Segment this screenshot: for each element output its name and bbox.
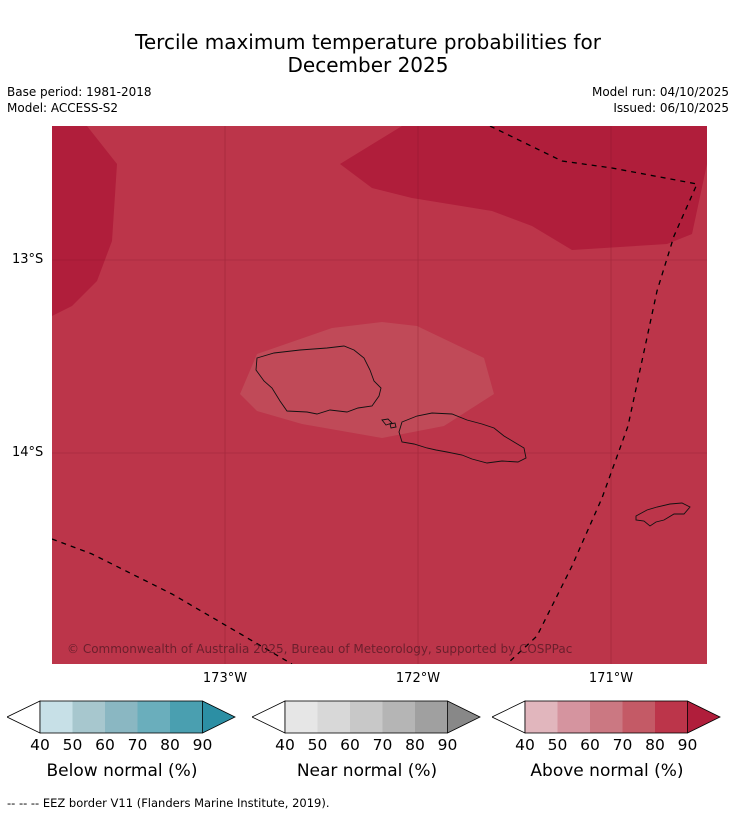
colorbar-swatch xyxy=(105,701,138,733)
colorbar-frame-tip xyxy=(202,700,236,734)
graticule xyxy=(52,126,707,664)
eez-borders xyxy=(52,126,698,664)
colorbar-swatch xyxy=(40,701,73,733)
legend-tick: 50 xyxy=(62,736,83,754)
eez-border-southwest xyxy=(52,538,293,664)
copyright-notice: © Commonwealth of Australia 2025, Bureau… xyxy=(67,642,573,656)
colorbar-lower-extension xyxy=(252,700,286,734)
legend-tick: 90 xyxy=(192,736,213,754)
islet-apolima xyxy=(381,418,393,426)
meta-right: Model run: 04/10/2025 Issued: 06/10/2025 xyxy=(592,84,729,116)
legend-tick: 60 xyxy=(580,736,600,754)
legend-title-above: Above normal (%) xyxy=(530,761,684,781)
model-name: Model: ACCESS-S2 xyxy=(7,101,119,115)
legend-tick: 40 xyxy=(30,736,50,754)
high-probability-zone-west xyxy=(52,126,117,316)
legend-tick: 80 xyxy=(645,736,665,754)
legend-tick: 80 xyxy=(160,736,180,754)
colorbar-upper-extension xyxy=(687,701,720,733)
map-panel xyxy=(52,126,707,664)
lat-label-13s: 13°S xyxy=(12,252,44,267)
colorbar-swatch xyxy=(72,701,105,733)
lower-probability-zone xyxy=(240,322,494,438)
colorbar-frame-tip xyxy=(447,700,481,734)
colorbar-swatch xyxy=(170,701,203,733)
colorbar-near-normal xyxy=(252,700,481,734)
colorbar-swatch xyxy=(590,701,623,733)
eez-footnote: -- -- -- EEZ border V11 (Flanders Marine… xyxy=(7,796,330,810)
legend-title-near: Near normal (%) xyxy=(296,761,438,781)
legend-tick: 40 xyxy=(275,736,295,754)
colorbar-lower-extension xyxy=(7,700,41,734)
legend-tick: 90 xyxy=(437,736,458,754)
legend-below-normal xyxy=(7,700,237,734)
island-outlines xyxy=(255,345,691,527)
legend-tick: 40 xyxy=(515,736,535,754)
issued-date: Issued: 06/10/2025 xyxy=(613,101,729,115)
colorbar-swatch xyxy=(622,701,655,733)
title-line-1: Tercile maximum temperature probabilitie… xyxy=(135,30,601,54)
colorbar-upper-extension xyxy=(447,701,480,733)
legend-tick: 60 xyxy=(95,736,115,754)
colorbar-swatch xyxy=(415,701,448,733)
model-run: Model run: 04/10/2025 xyxy=(591,85,729,99)
colorbar-swatch xyxy=(137,701,170,733)
island-upolu xyxy=(398,412,527,464)
legend-tick: 80 xyxy=(405,736,425,754)
colorbar-swatch xyxy=(525,701,558,733)
legend-title-below: Below normal (%) xyxy=(46,761,198,781)
islet-manono xyxy=(389,422,397,429)
legend-tick: 70 xyxy=(127,736,148,754)
map-svg xyxy=(52,126,707,664)
colorbar-swatch xyxy=(317,701,350,733)
legend-tick: 70 xyxy=(372,736,393,754)
legend-near-normal xyxy=(252,700,482,734)
colorbar-swatch xyxy=(285,701,318,733)
legend-tick: 70 xyxy=(612,736,633,754)
colorbar-lower-extension xyxy=(492,700,526,734)
colorbar-below-normal xyxy=(7,700,236,734)
island-savaii xyxy=(255,345,382,415)
colorbar-frame xyxy=(524,700,688,734)
legend-tick: 50 xyxy=(547,736,568,754)
base-period: Base period: 1981-2018 xyxy=(7,85,152,99)
colorbar-swatch xyxy=(382,701,415,733)
eez-border-east xyxy=(489,126,698,664)
legend-tick: 60 xyxy=(340,736,360,754)
lon-label-171w: 171°W xyxy=(588,671,634,686)
lat-label-14s: 14°S xyxy=(12,445,44,460)
chart-title: Tercile maximum temperature probabilitie… xyxy=(0,31,736,77)
colorbar-frame xyxy=(39,700,203,734)
high-probability-zone-north-east xyxy=(340,126,707,250)
meta-left: Base period: 1981-2018 Model: ACCESS-S2 xyxy=(7,84,152,116)
island-tutuila xyxy=(635,502,691,527)
title-line-2: December 2025 xyxy=(287,53,449,77)
legend-tick: 90 xyxy=(677,736,698,754)
colorbar-swatch xyxy=(557,701,590,733)
colorbar-frame xyxy=(284,700,448,734)
legend-tick: 50 xyxy=(307,736,328,754)
colorbar-above-normal xyxy=(492,700,721,734)
colorbar-upper-extension xyxy=(202,701,235,733)
colorbar-swatch xyxy=(350,701,383,733)
legend-above-normal xyxy=(492,700,722,734)
colorbar-swatch xyxy=(655,701,688,733)
lon-label-172w: 172°W xyxy=(395,671,441,686)
colorbar-frame-tip xyxy=(687,700,721,734)
lon-label-173w: 173°W xyxy=(202,671,248,686)
